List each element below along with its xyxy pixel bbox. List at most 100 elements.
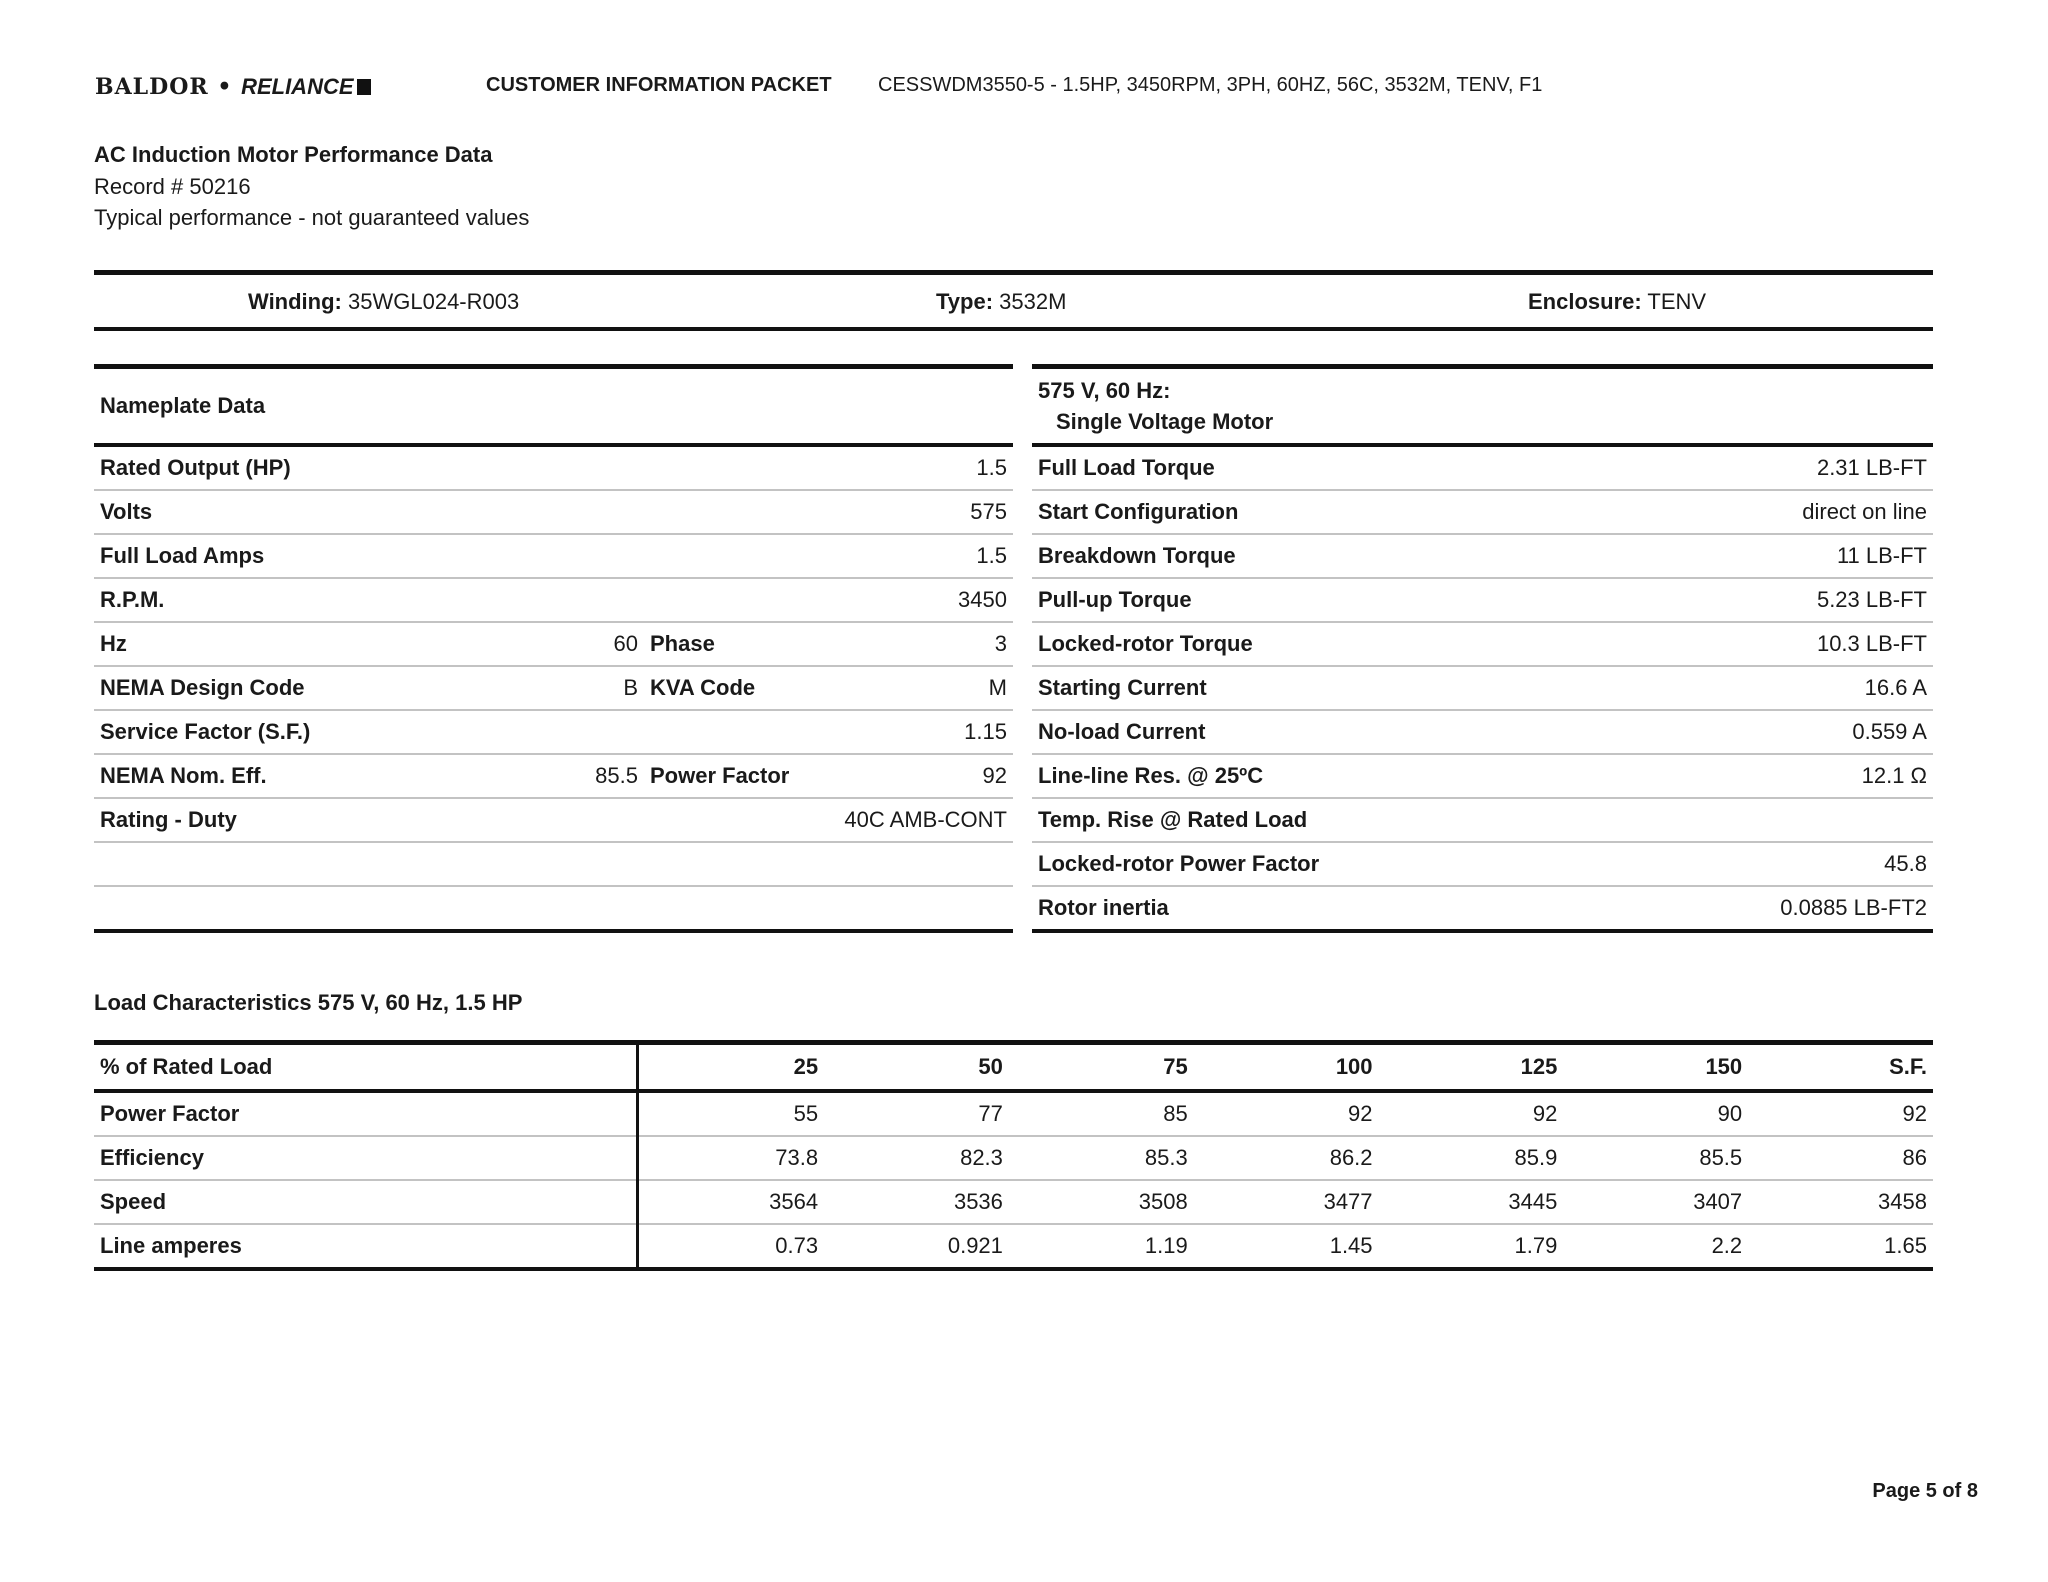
load-cell: 1.45 xyxy=(1193,1224,1379,1270)
nameplate-label: Rated Output (HP) xyxy=(94,445,574,491)
nameplate-label-2 xyxy=(644,490,839,535)
nameplate-row: NEMA Nom. Eff. 85.5 Power Factor 92 xyxy=(94,754,1013,799)
performance-row: Locked-rotor Torque 10.3 LB-FT xyxy=(1032,622,1933,667)
load-cell: 85.9 xyxy=(1378,1136,1564,1181)
nameplate-label-2: KVA Code xyxy=(644,666,839,711)
nameplate-value: 3450 xyxy=(838,578,1013,623)
load-cell: 92 xyxy=(1748,1091,1933,1137)
performance-label: Start Configuration xyxy=(1032,490,1617,535)
nameplate-label: Service Factor (S.F.) xyxy=(94,710,574,755)
load-cell: 3536 xyxy=(824,1180,1009,1225)
performance-label: Full Load Torque xyxy=(1032,445,1617,491)
winding-label: Winding: xyxy=(248,289,342,314)
nameplate-mid-value xyxy=(574,534,644,579)
performance-title-line2: Single Voltage Motor xyxy=(1056,409,1274,434)
load-cell: 0.73 xyxy=(637,1224,825,1270)
load-cell: 82.3 xyxy=(824,1136,1009,1181)
nameplate-table: Nameplate Data Rated Output (HP) 1.5 Volts… xyxy=(94,364,1013,933)
load-characteristics-title: Load Characteristics 575 V, 60 Hz, 1.5 H… xyxy=(94,990,523,1015)
performance-label: Locked-rotor Power Factor xyxy=(1032,842,1617,887)
nameplate-mid-value: B xyxy=(574,666,644,711)
load-cell: 85.3 xyxy=(1008,1136,1194,1181)
load-cell: 73.8 xyxy=(637,1136,825,1181)
packet-title: CUSTOMER INFORMATION PACKET xyxy=(486,74,832,96)
nameplate-label: R.P.M. xyxy=(94,578,574,623)
nameplate-mid-value xyxy=(574,798,644,843)
type-value: 3532M xyxy=(999,289,1067,314)
load-column-header: 25 xyxy=(637,1042,825,1093)
performance-row: Start Configuration direct on line xyxy=(1032,490,1933,535)
performance-row: Rotor inertia 0.0885 LB-FT2 xyxy=(1032,886,1933,932)
performance-value: 11 LB-FT xyxy=(1616,534,1933,579)
load-cell: 2.2 xyxy=(1563,1224,1749,1270)
performance-value: 12.1 Ω xyxy=(1616,754,1933,799)
performance-value: 5.23 LB-FT xyxy=(1616,578,1933,623)
load-row-label: Power Factor xyxy=(94,1091,640,1137)
nameplate-label-2 xyxy=(644,534,839,579)
type-field: Type: 3532M xyxy=(936,289,1066,315)
performance-value: 45.8 xyxy=(1616,842,1933,887)
enclosure-label: Enclosure: xyxy=(1528,289,1642,314)
nameplate-label-2: Power Factor xyxy=(644,754,839,799)
load-cell: 3445 xyxy=(1378,1180,1564,1225)
nameplate-value: 1.5 xyxy=(838,445,1013,491)
nameplate-mid-value xyxy=(574,710,644,755)
performance-value: 0.559 A xyxy=(1616,710,1933,755)
nameplate-label-2 xyxy=(644,710,839,755)
nameplate-value: 3 xyxy=(838,622,1013,667)
performance-label: Locked-rotor Torque xyxy=(1032,622,1617,667)
nameplate-label-2 xyxy=(644,886,839,932)
performance-title-line1: 575 V, 60 Hz: xyxy=(1038,378,1171,403)
performance-label: Temp. Rise @ Rated Load xyxy=(1032,798,1617,843)
performance-value: 2.31 LB-FT xyxy=(1616,445,1933,491)
load-column-header: 125 xyxy=(1378,1042,1564,1093)
nameplate-label xyxy=(94,886,574,932)
nameplate-label xyxy=(94,842,574,887)
load-row-label: Line amperes xyxy=(94,1224,640,1270)
performance-row: Temp. Rise @ Rated Load xyxy=(1032,798,1933,843)
nameplate-label: Hz xyxy=(94,622,574,667)
disclaimer: Typical performance - not guaranteed val… xyxy=(94,205,530,230)
nameplate-value: M xyxy=(838,666,1013,711)
load-cell: 1.79 xyxy=(1378,1224,1564,1270)
baldor-reliance-logo: BALDOR • RELIANCE xyxy=(95,74,371,100)
nameplate-label: Full Load Amps xyxy=(94,534,574,579)
performance-value: 16.6 A xyxy=(1616,666,1933,711)
load-column-header: 50 xyxy=(824,1042,1009,1093)
nameplate-mid-value xyxy=(574,578,644,623)
load-cell: 3564 xyxy=(637,1180,825,1225)
load-cell: 3508 xyxy=(1008,1180,1194,1225)
load-cell: 55 xyxy=(637,1091,825,1137)
nameplate-row: Full Load Amps 1.5 xyxy=(94,534,1013,579)
nameplate-label: Volts xyxy=(94,490,574,535)
load-cell: 1.19 xyxy=(1008,1224,1194,1270)
load-row: Speed 3564 3536 3508 3477 3445 3407 3458 xyxy=(94,1180,1933,1225)
nameplate-row: R.P.M. 3450 xyxy=(94,578,1013,623)
document-title: AC Induction Motor Performance Data xyxy=(94,142,493,167)
load-cell: 3407 xyxy=(1563,1180,1749,1225)
performance-value: 10.3 LB-FT xyxy=(1616,622,1933,667)
nameplate-row: Rated Output (HP) 1.5 xyxy=(94,445,1013,491)
nameplate-mid-value: 85.5 xyxy=(574,754,644,799)
load-cell: 85.5 xyxy=(1563,1136,1749,1181)
load-cell: 92 xyxy=(1193,1091,1379,1137)
load-column-header: 100 xyxy=(1193,1042,1379,1093)
load-row-label: Speed xyxy=(94,1180,640,1225)
nameplate-value xyxy=(838,886,1013,932)
load-row: Line amperes 0.73 0.921 1.19 1.45 1.79 2.2 1.65 xyxy=(94,1224,1933,1270)
performance-label: Breakdown Torque xyxy=(1032,534,1617,579)
load-row: Efficiency 73.8 82.3 85.3 86.2 85.9 85.5 86 xyxy=(94,1136,1933,1181)
nameplate-mid-value: 60 xyxy=(574,622,644,667)
performance-value: 0.0885 LB-FT2 xyxy=(1616,886,1933,932)
load-cell: 92 xyxy=(1378,1091,1564,1137)
load-row-label: Efficiency xyxy=(94,1136,640,1181)
nameplate-mid-value xyxy=(574,445,644,491)
nameplate-mid-value xyxy=(574,490,644,535)
record-number: Record # 50216 xyxy=(94,174,251,199)
performance-title: 575 V, 60 Hz: Single Voltage Motor xyxy=(1032,366,1933,447)
nameplate-value: 1.5 xyxy=(838,534,1013,579)
nameplate-label-2 xyxy=(644,842,839,887)
load-cell: 86.2 xyxy=(1193,1136,1379,1181)
load-cell: 85 xyxy=(1008,1091,1194,1137)
load-column-header: S.F. xyxy=(1748,1042,1933,1093)
